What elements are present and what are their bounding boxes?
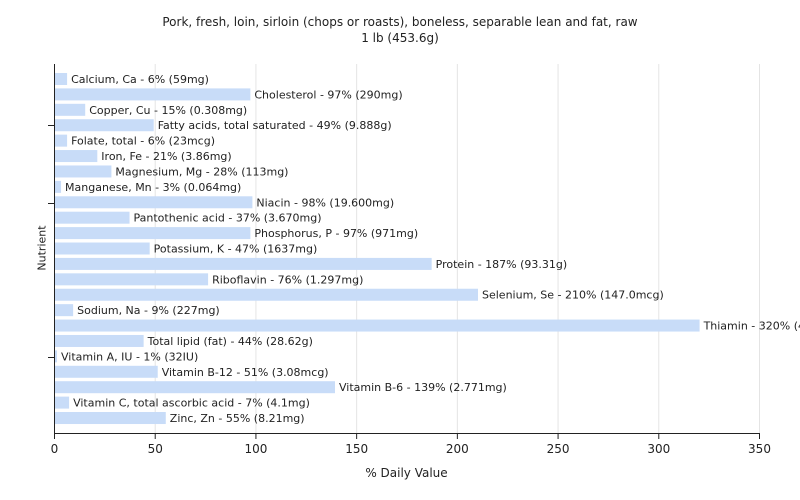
bar-label: Potassium, K - 47% (1637mg) — [154, 243, 318, 256]
bar-label: Vitamin B-6 - 139% (2.771mg) — [339, 381, 507, 394]
bar-label: Folate, total - 6% (23mcg) — [71, 135, 215, 148]
x-tick-label: 150 — [345, 442, 368, 456]
bar — [55, 288, 478, 301]
x-axis-label: % Daily Value — [365, 466, 448, 480]
bar-label: Copper, Cu - 15% (0.308mg) — [89, 104, 247, 117]
bar — [55, 88, 251, 101]
bar — [55, 412, 166, 425]
bar-label: Iron, Fe - 21% (3.86mg) — [101, 150, 231, 163]
bar-label: Vitamin A, IU - 1% (32IU) — [61, 350, 198, 363]
bar — [55, 304, 74, 317]
bar — [55, 350, 58, 363]
bar-label: Thiamin - 320% (4.799mg) — [703, 320, 800, 333]
bar — [55, 257, 432, 270]
bar — [55, 150, 98, 163]
bar-label: Sodium, Na - 9% (227mg) — [77, 304, 220, 317]
bar-label: Manganese, Mn - 3% (0.064mg) — [65, 181, 241, 194]
bar — [55, 165, 112, 178]
bar — [55, 103, 86, 116]
chart-subtitle: 1 lb (453.6g) — [361, 31, 439, 45]
bar-label: Magnesium, Mg - 28% (113mg) — [115, 165, 288, 178]
x-tick-label: 0 — [51, 442, 59, 456]
bar-label: Selenium, Se - 210% (147.0mcg) — [482, 289, 664, 302]
bar-label: Calcium, Ca - 6% (59mg) — [71, 73, 209, 86]
bar-label: Riboflavin - 76% (1.297mg) — [212, 273, 363, 286]
bar-label: Vitamin C, total ascorbic acid - 7% (4.1… — [73, 397, 310, 410]
bar-label: Zinc, Zn - 55% (8.21mg) — [170, 412, 305, 425]
x-tick-label: 300 — [647, 442, 670, 456]
bar — [55, 242, 150, 255]
bar-label: Niacin - 98% (19.600mg) — [256, 196, 394, 209]
bar — [55, 227, 251, 240]
bar-label: Phosphorus, P - 97% (971mg) — [254, 227, 418, 240]
bar — [55, 334, 144, 347]
bar — [55, 211, 130, 224]
bar — [55, 73, 68, 85]
bar — [55, 319, 700, 332]
bar-label: Pantothenic acid - 37% (3.670mg) — [134, 212, 322, 225]
bar — [55, 381, 335, 394]
y-axis-label: Nutrient — [35, 225, 49, 271]
bar-label: Total lipid (fat) - 44% (28.62g) — [147, 335, 313, 348]
bar — [55, 119, 154, 132]
x-tick-label: 200 — [446, 442, 469, 456]
bar — [55, 365, 158, 378]
bar — [55, 134, 68, 147]
bar — [55, 273, 209, 286]
bar-label: Protein - 187% (93.31g) — [436, 258, 568, 271]
bar-label: Cholesterol - 97% (290mg) — [254, 88, 402, 101]
x-tick-label: 350 — [748, 442, 771, 456]
bar — [55, 196, 253, 209]
chart-title: Pork, fresh, loin, sirloin (chops or roa… — [162, 15, 638, 29]
bar — [55, 180, 62, 193]
bar — [55, 396, 70, 409]
x-tick-label: 250 — [547, 442, 570, 456]
bar-label: Vitamin B-12 - 51% (3.08mcg) — [162, 366, 329, 379]
x-tick-label: 100 — [244, 442, 267, 456]
bar-label: Fatty acids, total saturated - 49% (9.88… — [158, 119, 392, 132]
x-tick-label: 50 — [148, 442, 163, 456]
